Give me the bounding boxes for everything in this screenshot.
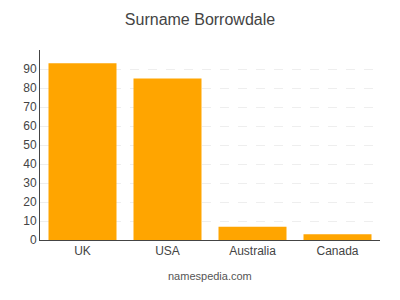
svg-text:UK: UK	[74, 244, 91, 258]
svg-text:80: 80	[23, 81, 37, 95]
svg-text:30: 30	[23, 176, 37, 190]
svg-text:0: 0	[30, 233, 37, 247]
svg-text:USA: USA	[155, 244, 180, 258]
svg-text:Canada: Canada	[316, 244, 358, 258]
svg-text:20: 20	[23, 195, 37, 209]
svg-text:10: 10	[23, 214, 37, 228]
svg-text:namespedia.com: namespedia.com	[168, 270, 252, 282]
svg-text:40: 40	[23, 157, 37, 171]
svg-text:70: 70	[23, 100, 37, 114]
svg-text:Australia: Australia	[229, 244, 276, 258]
svg-text:Surname Borrowdale: Surname Borrowdale	[125, 11, 275, 28]
svg-text:50: 50	[23, 138, 37, 152]
svg-text:60: 60	[23, 119, 37, 133]
svg-text:90: 90	[23, 62, 37, 76]
